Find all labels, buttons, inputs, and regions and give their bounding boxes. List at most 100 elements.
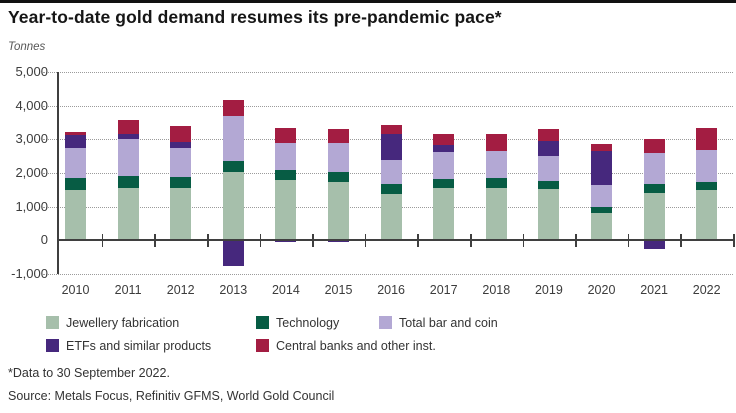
bar-segment-2018 — [485, 151, 507, 179]
x-axis-label-2020: 2020 — [587, 283, 616, 297]
x-axis-label-2013: 2013 — [219, 283, 248, 297]
plot-area — [43, 72, 735, 275]
x-axis-tick — [470, 233, 472, 247]
legend-label: Central banks and other inst. — [276, 339, 436, 353]
legend-swatch — [46, 316, 59, 329]
bar-segment-2021 — [643, 192, 665, 241]
legend-swatch — [256, 316, 269, 329]
bar-segment-2021 — [643, 152, 665, 184]
bar-segment-2021 — [643, 183, 665, 193]
x-axis-tick — [417, 233, 419, 247]
bar-segment-2010 — [65, 189, 86, 241]
gridline-5,000 — [43, 72, 733, 73]
bar-segment-2014 — [275, 127, 297, 144]
gridline--1,000 — [43, 274, 733, 275]
bar-segment-2021 — [643, 240, 665, 249]
x-axis-label-2016: 2016 — [377, 283, 405, 297]
bar-segment-2017 — [433, 134, 455, 145]
x-axis-tick — [733, 233, 735, 247]
x-axis-tick — [627, 233, 630, 247]
x-axis-label-2015: 2015 — [324, 283, 353, 297]
bar-segment-2022 — [696, 181, 718, 191]
bar-segment-2022 — [696, 127, 718, 151]
y-tick-label: 1,000 — [15, 198, 48, 214]
legend-item: Technology — [256, 314, 340, 330]
x-axis-label-2021: 2021 — [640, 283, 668, 297]
bar-segment-2014 — [275, 180, 297, 241]
x-axis-label-2014: 2014 — [271, 283, 300, 297]
y-axis-line — [57, 72, 59, 274]
bar-segment-2012 — [170, 126, 192, 143]
bar-segment-2011 — [117, 133, 139, 139]
legend-label: Total bar and coin — [399, 316, 498, 330]
bar-segment-2018 — [485, 188, 507, 241]
bar-segment-2010 — [65, 148, 86, 179]
bar-segment-2020 — [591, 143, 612, 152]
bar-segment-2013 — [222, 115, 244, 161]
legend-swatch — [256, 339, 269, 352]
x-axis-label-2018: 2018 — [482, 283, 511, 297]
x-axis-tick — [259, 233, 262, 247]
x-axis-label-2019: 2019 — [534, 283, 563, 297]
bar-segment-2015 — [328, 240, 349, 243]
bar-segment-2019 — [538, 189, 560, 241]
y-tick-label: -1,000 — [11, 266, 48, 281]
bar-segment-2017 — [433, 178, 455, 189]
y-tick-label: 3,000 — [15, 131, 48, 147]
bar-segment-2022 — [696, 150, 718, 182]
bar-segment-2014 — [275, 143, 297, 170]
bar-segment-2017 — [433, 152, 455, 179]
bar-segment-2010 — [65, 131, 86, 135]
bar-segment-2016 — [380, 193, 402, 241]
x-axis-label-2010: 2010 — [61, 283, 90, 297]
bar-segment-2015 — [328, 172, 349, 183]
legend-swatch — [46, 339, 59, 352]
chart-title: Year-to-date gold demand resumes its pre… — [8, 7, 502, 27]
bar-segment-2020 — [591, 184, 612, 207]
x-axis-tick — [575, 233, 577, 247]
x-axis-label-2012: 2012 — [166, 283, 195, 297]
legend-swatch — [379, 316, 392, 329]
legend-item: Jewellery fabrication — [46, 314, 180, 330]
bar-segment-2016 — [380, 159, 402, 185]
bar-segment-2020 — [591, 206, 612, 214]
unit-label: Tonnes — [8, 41, 46, 53]
bar-segment-2013 — [222, 172, 244, 241]
bar-segment-2020 — [591, 213, 612, 241]
bar-segment-2018 — [485, 133, 507, 152]
bar-segment-2016 — [380, 184, 402, 194]
x-axis-tick — [154, 233, 156, 247]
x-axis-label-2017: 2017 — [429, 283, 458, 297]
bar-segment-2018 — [485, 178, 507, 189]
legend-item: Central banks and other inst. — [256, 337, 436, 353]
bar-segment-2011 — [117, 176, 139, 188]
bar-segment-2010 — [65, 178, 86, 190]
legend-label: Technology — [276, 316, 340, 330]
legend-item: ETFs and similar products — [46, 337, 211, 353]
top-border-rule — [0, 0, 736, 3]
legend-label: Jewellery fabrication — [66, 316, 180, 330]
x-axis-tick — [680, 233, 682, 247]
bar-segment-2022 — [696, 190, 718, 241]
bar-segment-2019 — [538, 180, 560, 190]
y-tick-label: 0 — [40, 232, 48, 248]
bar-segment-2012 — [170, 188, 192, 241]
bar-segment-2016 — [380, 124, 402, 134]
y-tick-label: 4,000 — [15, 97, 48, 113]
bar-segment-2014 — [275, 240, 297, 243]
x-axis-tick — [364, 233, 367, 247]
y-tick-label: 2,000 — [15, 165, 48, 180]
x-axis-tick — [207, 233, 209, 247]
bar-segment-2011 — [117, 187, 139, 241]
bar-segment-2013 — [222, 99, 244, 116]
x-axis-label-2022: 2022 — [692, 283, 721, 297]
bar-segment-2019 — [538, 141, 560, 156]
bar-segment-2010 — [65, 134, 86, 149]
data-footnote: *Data to 30 September 2022. — [8, 366, 170, 380]
bar-segment-2016 — [380, 133, 402, 160]
bar-segment-2015 — [328, 182, 349, 241]
source-line: Source: Metals Focus, Refinitiv GFMS, Wo… — [8, 389, 335, 403]
bar-segment-2017 — [433, 188, 455, 241]
x-axis-tick — [312, 233, 314, 247]
